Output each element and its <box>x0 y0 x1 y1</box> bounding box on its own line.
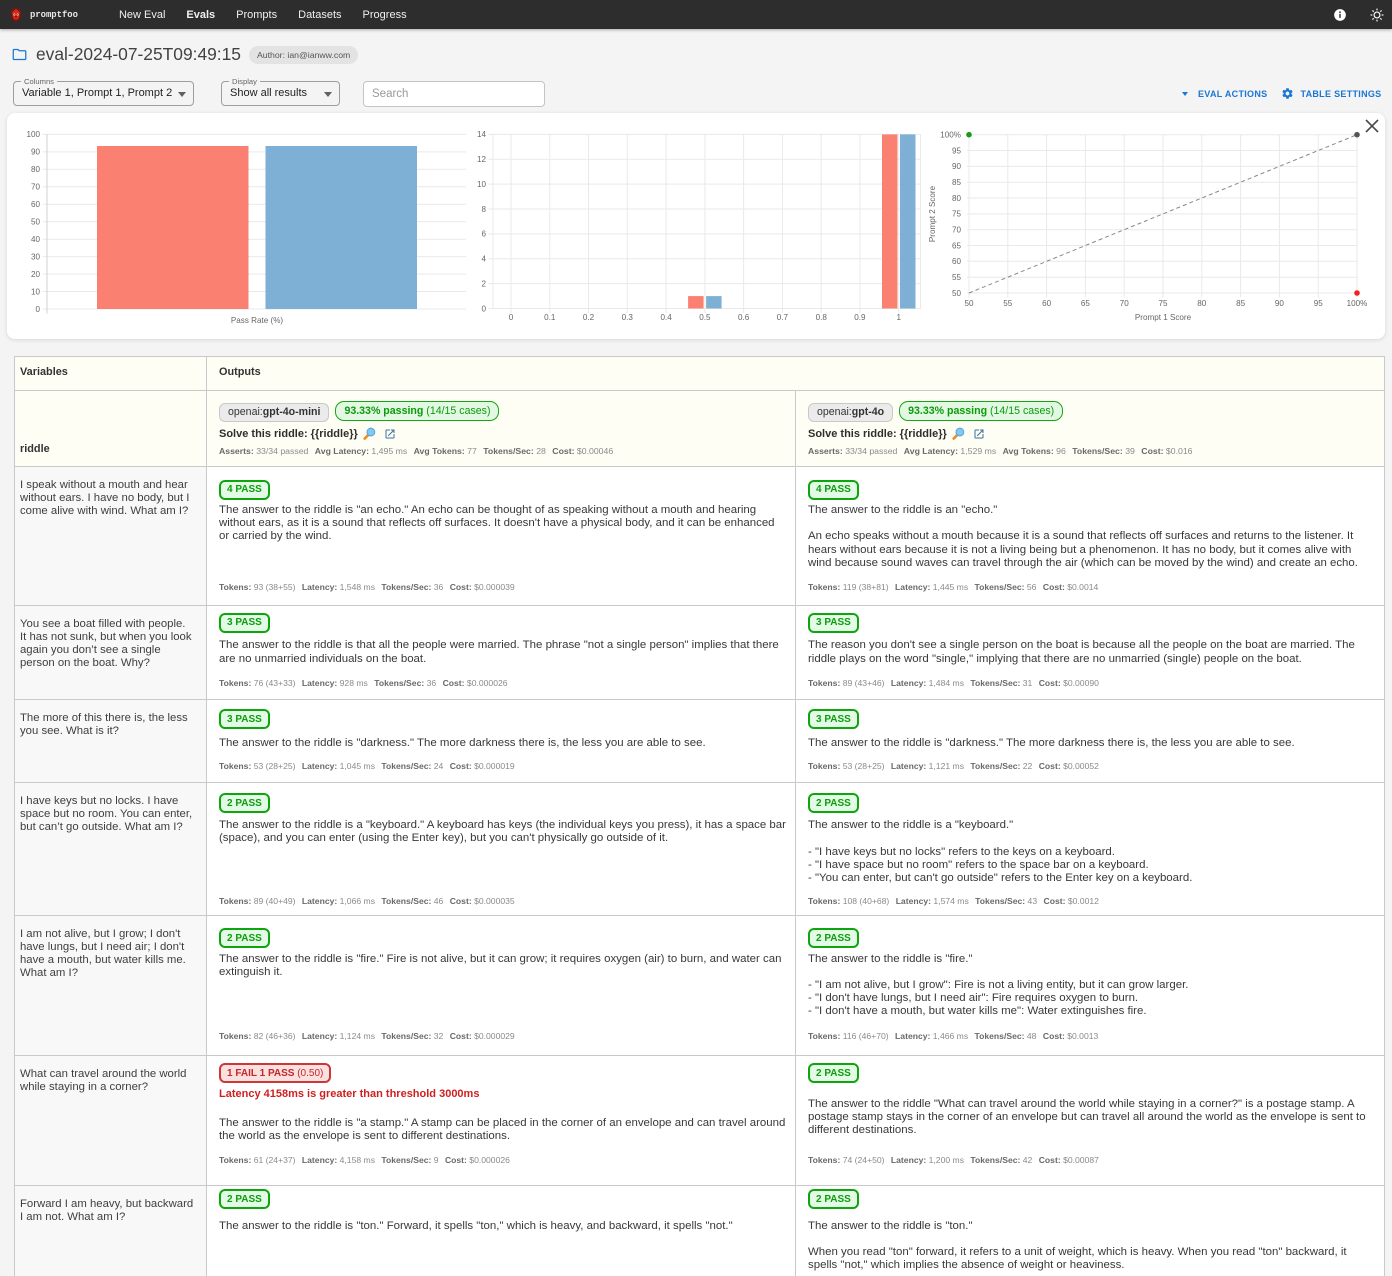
svg-text:0.3: 0.3 <box>622 313 634 322</box>
svg-text:20: 20 <box>31 270 41 279</box>
svg-text:75: 75 <box>952 210 962 219</box>
svg-text:95: 95 <box>952 146 962 155</box>
svg-text:0: 0 <box>509 313 514 322</box>
svg-text:70: 70 <box>1120 299 1130 308</box>
svg-text:0: 0 <box>35 305 40 314</box>
svg-text:50: 50 <box>964 299 974 308</box>
svg-text:0.9: 0.9 <box>854 313 866 322</box>
svg-text:90: 90 <box>31 148 41 157</box>
svg-text:1: 1 <box>896 313 901 322</box>
svg-text:65: 65 <box>952 241 962 250</box>
svg-text:30: 30 <box>31 252 41 261</box>
svg-text:10: 10 <box>31 287 41 296</box>
svg-text:70: 70 <box>31 183 41 192</box>
svg-text:90: 90 <box>952 162 962 171</box>
svg-text:0.6: 0.6 <box>738 313 750 322</box>
svg-text:60: 60 <box>1042 299 1052 308</box>
svg-text:95: 95 <box>1314 299 1324 308</box>
svg-text:0: 0 <box>481 304 486 313</box>
svg-text:8: 8 <box>481 205 486 214</box>
svg-text:14: 14 <box>477 130 487 139</box>
svg-text:0.2: 0.2 <box>583 313 595 322</box>
svg-text:6: 6 <box>481 230 486 239</box>
svg-text:55: 55 <box>1003 299 1013 308</box>
svg-text:100%: 100% <box>1347 299 1368 308</box>
svg-text:60: 60 <box>31 200 41 209</box>
svg-text:10: 10 <box>477 180 487 189</box>
svg-text:Prompt 2 Score: Prompt 2 Score <box>928 185 937 242</box>
svg-text:100: 100 <box>26 130 40 139</box>
svg-text:50: 50 <box>31 218 41 227</box>
svg-text:75: 75 <box>1158 299 1168 308</box>
svg-text:90: 90 <box>1275 299 1285 308</box>
svg-text:70: 70 <box>952 226 962 235</box>
svg-text:4: 4 <box>481 255 486 264</box>
svg-text:12: 12 <box>477 155 487 164</box>
svg-text:80: 80 <box>31 165 41 174</box>
svg-text:80: 80 <box>952 194 962 203</box>
svg-text:2: 2 <box>481 279 486 288</box>
svg-text:85: 85 <box>1236 299 1246 308</box>
svg-text:80: 80 <box>1197 299 1207 308</box>
svg-text:Prompt 1 Score: Prompt 1 Score <box>1135 313 1192 322</box>
svg-text:0.8: 0.8 <box>816 313 828 322</box>
svg-text:55: 55 <box>952 273 962 282</box>
svg-text:60: 60 <box>952 257 962 266</box>
svg-text:65: 65 <box>1081 299 1091 308</box>
svg-text:Pass Rate (%): Pass Rate (%) <box>231 316 283 325</box>
svg-text:0.4: 0.4 <box>660 313 672 322</box>
svg-text:0.1: 0.1 <box>544 313 556 322</box>
svg-text:50: 50 <box>952 289 962 298</box>
svg-text:40: 40 <box>31 235 41 244</box>
svg-text:0.5: 0.5 <box>699 313 711 322</box>
svg-text:85: 85 <box>952 178 962 187</box>
svg-text:0.7: 0.7 <box>777 313 789 322</box>
svg-text:100%: 100% <box>940 131 961 140</box>
